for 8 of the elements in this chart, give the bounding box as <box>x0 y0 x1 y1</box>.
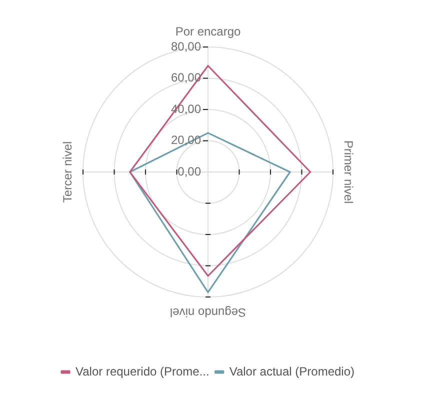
spoke-label: Por encargo <box>175 24 242 38</box>
y-tick-label: 80,00 <box>170 39 202 54</box>
legend-label: Valor actual (Promedio) <box>229 364 355 378</box>
y-tick-label: 0,00 <box>178 164 202 178</box>
legend-label: Valor requerido (Prome... <box>76 364 210 378</box>
spoke-label: Segundo nivel <box>170 306 246 320</box>
spoke-label: Primer nivel <box>342 140 356 204</box>
spoke-label: Tercer nivel <box>60 141 74 203</box>
